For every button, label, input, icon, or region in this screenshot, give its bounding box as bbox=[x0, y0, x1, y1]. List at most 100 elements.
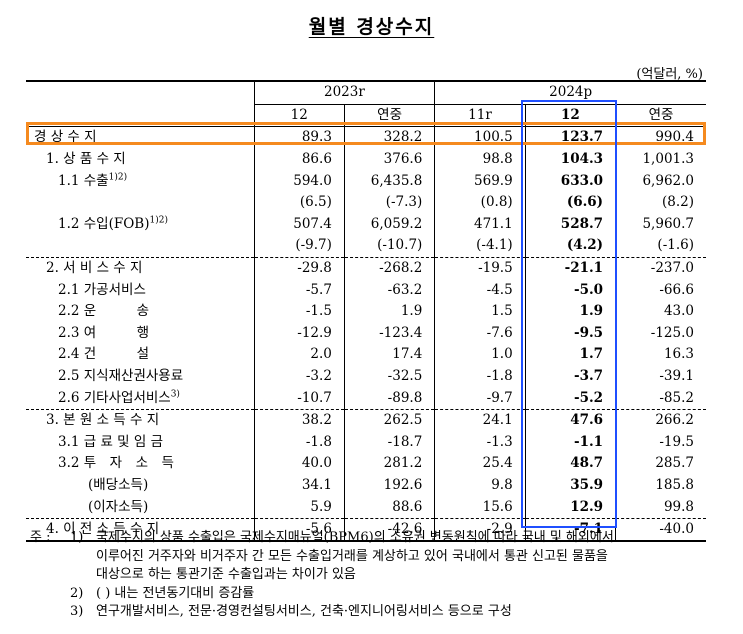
note-1-mark: 1) bbox=[70, 530, 84, 545]
row-label bbox=[26, 235, 254, 257]
row-label-text: 1. 상 품 수 지 bbox=[46, 151, 126, 168]
footnote-ref: 1)2) bbox=[108, 172, 128, 183]
cell-value: 192.6 bbox=[343, 474, 435, 497]
table-row: 1. 상 품 수 지 86.6 376.6 98.8 104.3 1,001.3 bbox=[26, 148, 706, 171]
footnote-ref: 3) bbox=[170, 389, 180, 400]
row-label: 2.5 지식재산권사용료 bbox=[26, 366, 254, 388]
cell-value: -4.5 bbox=[434, 279, 526, 301]
table-row: 1.2 수입(FOB)1)2) 507.4 6,059.2 471.1 528.7 5,9… bbox=[26, 213, 706, 236]
cell-value: (-10.7) bbox=[343, 235, 435, 258]
cell-value: 1.9 bbox=[524, 300, 616, 323]
cell-value: (6.6) bbox=[524, 191, 616, 214]
cell-value: 528.7 bbox=[524, 213, 616, 236]
row-label-text: 2.3 여 행 bbox=[58, 324, 150, 341]
cell-value: -125.0 bbox=[615, 322, 706, 345]
cell-value: 6,962.0 bbox=[615, 170, 706, 192]
cell-value: -12.9 bbox=[253, 322, 345, 345]
cell-value: 262.5 bbox=[343, 408, 435, 432]
cell-value: (-1.6) bbox=[615, 235, 706, 258]
cell-value: -39.1 bbox=[615, 365, 706, 388]
cell-value: 281.2 bbox=[343, 453, 435, 475]
cell-value: -42.6 bbox=[343, 517, 435, 543]
row-label: 3.2 투 자 소 득 bbox=[26, 453, 254, 475]
cell-value: (4.2) bbox=[524, 235, 616, 258]
table-row: (6.5) (-7.3) (0.8) (6.6) (8.2) bbox=[26, 191, 706, 214]
row-label: 2.1 가공서비스 bbox=[26, 279, 254, 301]
cell-value: 17.4 bbox=[343, 344, 435, 366]
cell-value: (-9.7) bbox=[253, 235, 345, 258]
cell-value: 24.1 bbox=[434, 408, 526, 432]
cell-value: 12.9 bbox=[524, 496, 616, 519]
footnotes: 주 : 1) 국제수지의 상품 수출입은 국제수지매뉴얼(BPM6)의 소유권 … bbox=[30, 529, 720, 622]
cell-value: 471.1 bbox=[434, 213, 526, 236]
row-label: (이자소득) bbox=[26, 496, 254, 518]
note-1-line-3: 대상으로 하는 통관기준 수출입과는 차이가 있음 bbox=[96, 567, 356, 582]
cell-value: 38.2 bbox=[253, 408, 345, 432]
cell-value: 1.7 bbox=[524, 344, 616, 366]
col-header: 12 bbox=[524, 104, 616, 128]
cell-value: 266.2 bbox=[615, 408, 706, 432]
row-label-text: 2.1 가공서비스 bbox=[58, 281, 146, 298]
cell-value: 5.9 bbox=[253, 496, 345, 519]
cell-value: -2.9 bbox=[434, 517, 526, 543]
cell-value: -5.6 bbox=[253, 517, 345, 543]
cell-value: -1.8 bbox=[253, 431, 345, 454]
table-row: 2. 서 비 스 수 지 -29.8 -268.2 -19.5 -21.1 -237.0 bbox=[26, 256, 706, 280]
table-row: 2.6 기타사업서비스3) -10.7 -89.8 -9.7 -5.2 -85.2 bbox=[26, 387, 706, 410]
cell-value: -7.1 bbox=[524, 517, 616, 543]
row-label: 2.4 건 설 bbox=[26, 344, 254, 366]
cell-value: 185.8 bbox=[615, 474, 706, 497]
row-label-text: (이자소득) bbox=[88, 498, 149, 515]
col-header: 연중 bbox=[615, 104, 706, 128]
cell-value: (-4.1) bbox=[434, 235, 526, 258]
cell-value: 507.4 bbox=[253, 213, 345, 236]
cell-value: 15.6 bbox=[434, 496, 526, 519]
cell-value: 9.8 bbox=[434, 474, 526, 497]
highlight-current-account-row bbox=[26, 122, 706, 145]
cell-value: -5.2 bbox=[524, 387, 616, 410]
col-header: 11r bbox=[434, 104, 526, 128]
cell-value: 34.1 bbox=[253, 474, 345, 497]
table-row: 2.1 가공서비스 -5.7 -63.2 -4.5 -5.0 -66.6 bbox=[26, 279, 706, 301]
row-label: (배당소득) bbox=[26, 475, 254, 497]
table-title: 월별 경상수지 bbox=[308, 16, 435, 38]
cell-value: 2.0 bbox=[253, 344, 345, 366]
cell-value: 99.8 bbox=[615, 496, 706, 519]
cell-value: 594.0 bbox=[253, 170, 345, 192]
cell-value: 285.7 bbox=[615, 453, 706, 475]
row-label-text: (배당소득) bbox=[88, 476, 149, 493]
cell-value: (0.8) bbox=[434, 191, 526, 214]
cell-value: -66.6 bbox=[615, 279, 706, 301]
row-label-text: 1.1 수출 bbox=[58, 172, 109, 189]
table-row: 2.4 건 설 2.0 17.4 1.0 1.7 16.3 bbox=[26, 344, 706, 366]
table-row: 3. 본 원 소 득 수 지 38.2 262.5 24.1 47.6 266.2 bbox=[26, 408, 706, 432]
cell-value: 1.9 bbox=[343, 300, 435, 323]
cell-value: -123.4 bbox=[343, 322, 435, 345]
table-row: 2.3 여 행 -12.9 -123.4 -7.6 -9.5 -125.0 bbox=[26, 322, 706, 345]
row-label-text: 3.1 급 료 및 임 금 bbox=[58, 433, 164, 450]
cell-value: 1,001.3 bbox=[615, 148, 706, 171]
table-row: (배당소득) 34.1 192.6 9.8 35.9 185.8 bbox=[26, 474, 706, 497]
cell-value: 88.6 bbox=[343, 496, 435, 519]
cell-value: -32.5 bbox=[343, 365, 435, 388]
cell-value: -10.7 bbox=[253, 387, 345, 410]
cell-value: -9.7 bbox=[434, 387, 526, 410]
cell-value: -19.5 bbox=[434, 256, 526, 280]
cell-value: 48.7 bbox=[524, 453, 616, 475]
note-2-text: ( ) 내는 전년동기대비 증감률 bbox=[96, 585, 255, 601]
table-row: 1.1 수출1)2) 594.0 6,435.8 569.9 633.0 6,962.0 bbox=[26, 170, 706, 192]
header-year-2023: 2023r bbox=[253, 79, 435, 105]
row-label-text: 1.2 수입(FOB) bbox=[58, 215, 150, 232]
cell-value: -63.2 bbox=[343, 279, 435, 301]
table-row: 4. 이 전 소 득 수 지 -5.6 -42.6 -2.9 -7.1 -40.0 bbox=[26, 517, 706, 543]
cell-value: -237.0 bbox=[615, 256, 706, 280]
cell-value: 569.9 bbox=[434, 170, 526, 192]
cell-value: 25.4 bbox=[434, 453, 526, 475]
row-label: 3. 본 원 소 득 수 지 bbox=[26, 408, 255, 432]
cell-value: -89.8 bbox=[343, 387, 435, 410]
cell-value: 16.3 bbox=[615, 344, 706, 366]
note-3-mark: 3) bbox=[70, 604, 84, 619]
cell-value: 43.0 bbox=[615, 300, 706, 323]
table-row: 2.2 운 송 -1.5 1.9 1.5 1.9 43.0 bbox=[26, 300, 706, 323]
cell-value: 47.6 bbox=[524, 408, 616, 432]
